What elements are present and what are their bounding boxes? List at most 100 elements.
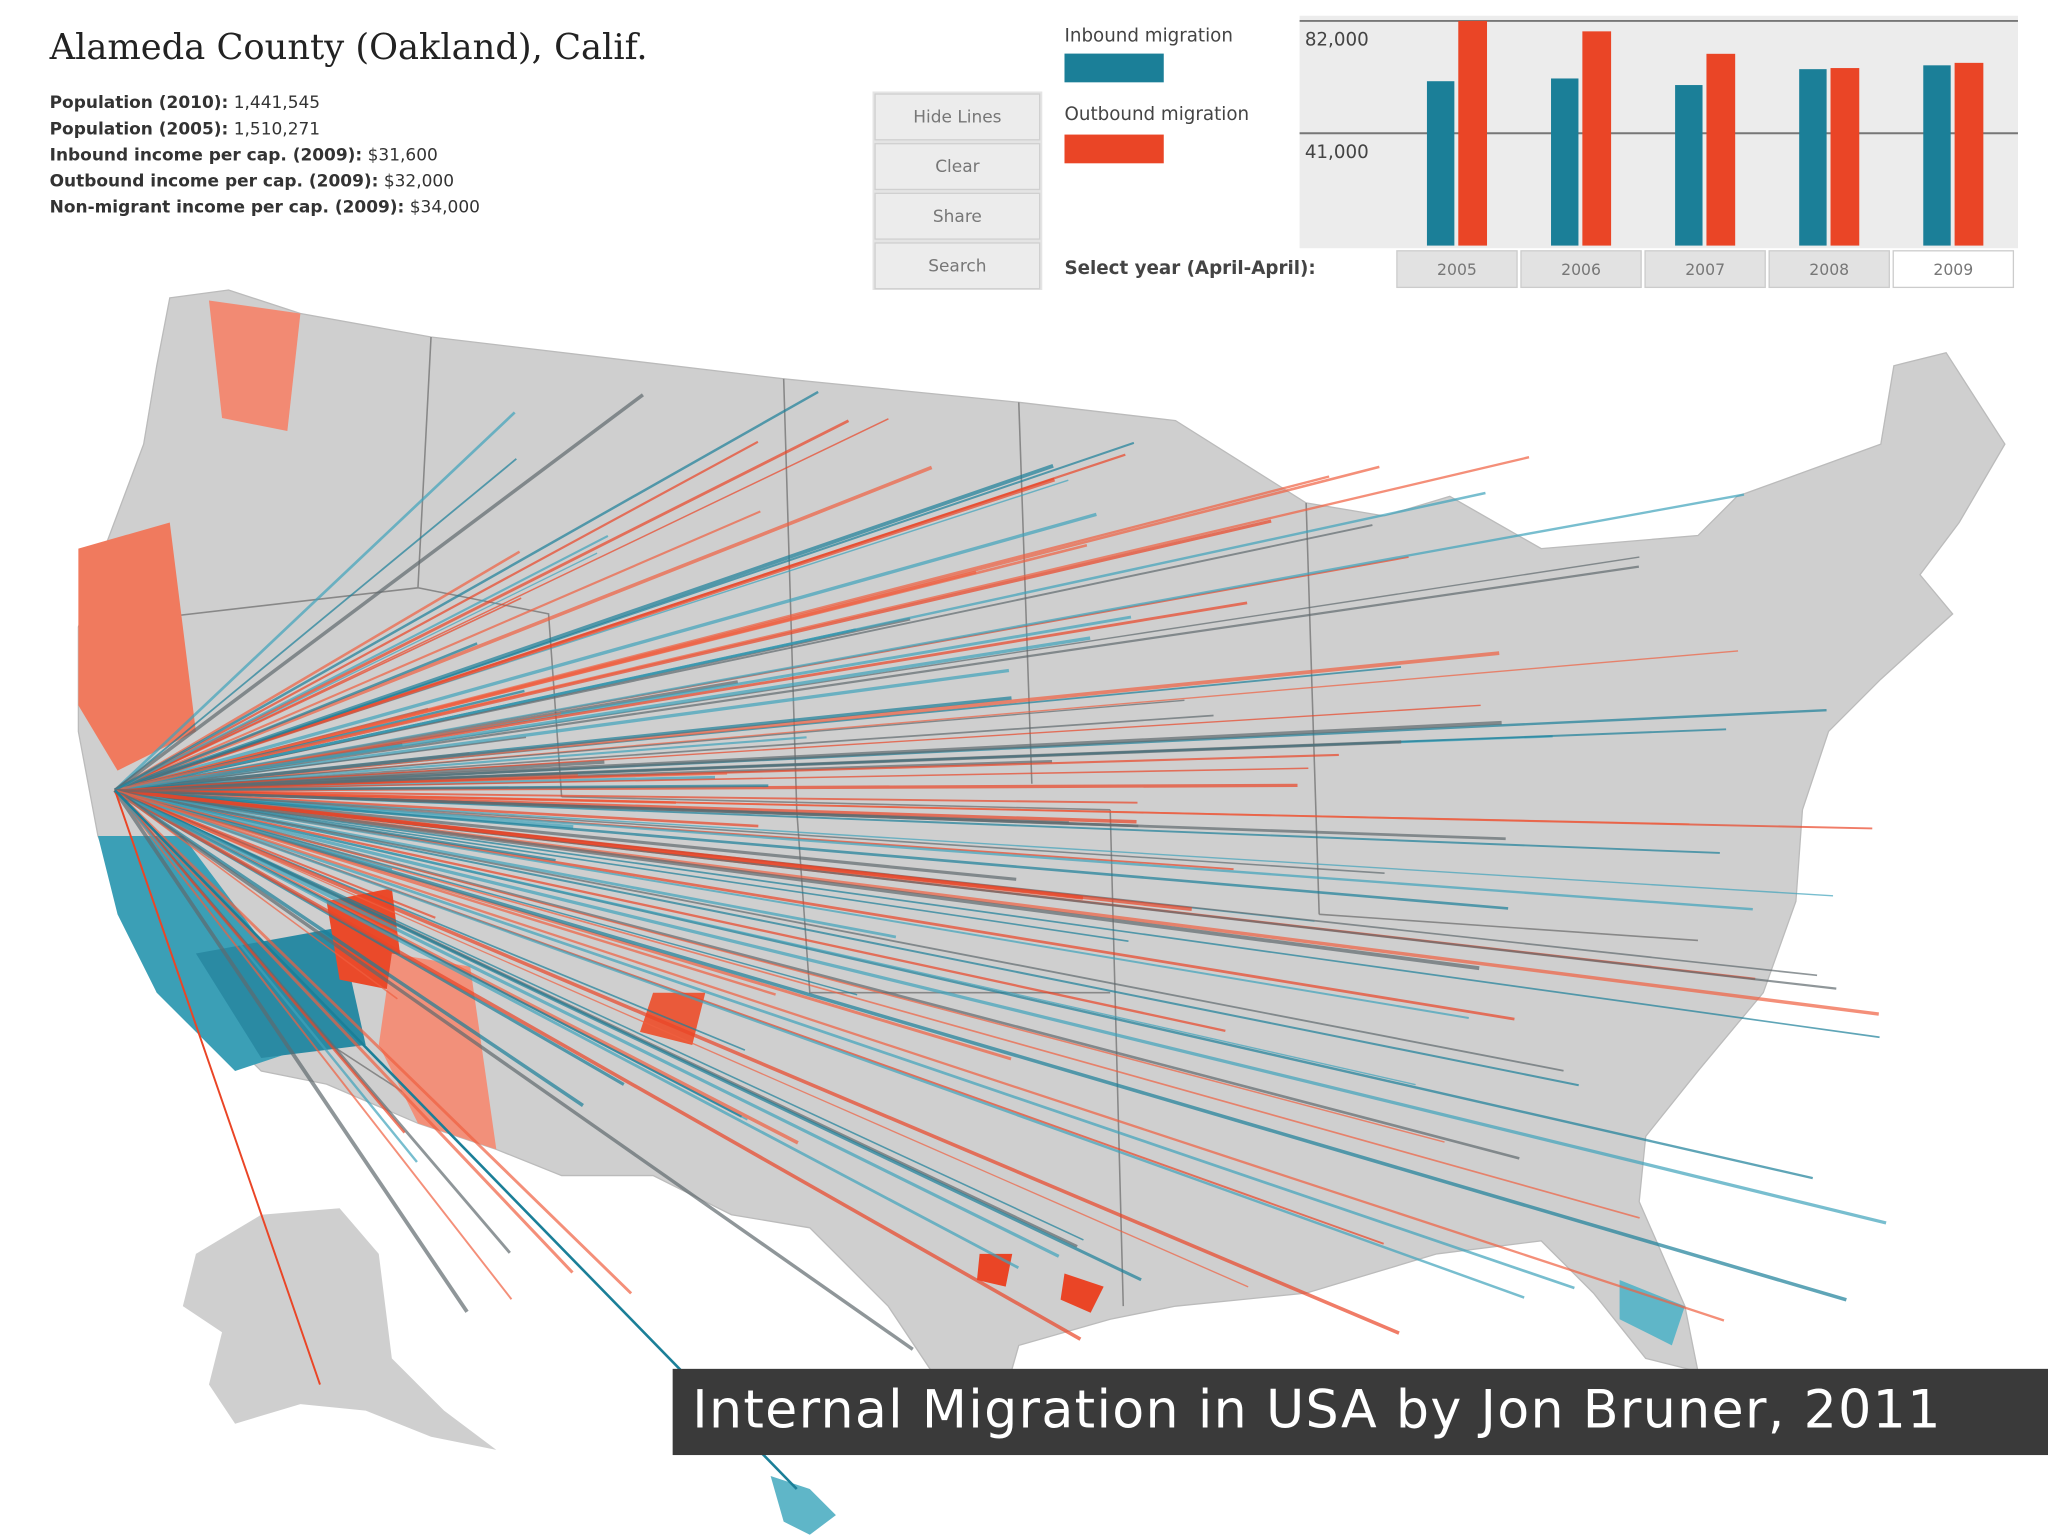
year-selector[interactable]: 2005: [1396, 250, 1518, 289]
route: [114, 736, 807, 792]
route: [114, 642, 478, 792]
x-tick-label[interactable]: 2009: [1933, 260, 1973, 279]
stat-label: Non-migrant income per cap. (2009):: [50, 198, 405, 218]
stat-value: 1,510,271: [234, 119, 320, 139]
route: [114, 788, 1509, 910]
year-box[interactable]: [1520, 250, 1642, 289]
x-tick-label[interactable]: 2005: [1437, 260, 1477, 279]
button-label[interactable]: Clear: [935, 157, 979, 177]
bar-chart: 41,000 82,000 Inbound migration Outbound mi…: [1064, 15, 2018, 289]
route: [114, 788, 1060, 1258]
route: [114, 668, 1010, 792]
route: [114, 789, 321, 1385]
button-bg[interactable]: [874, 143, 1041, 191]
route: [114, 696, 1012, 792]
route: [114, 789, 1385, 874]
route: [114, 736, 527, 791]
x-tick-label[interactable]: 2006: [1561, 260, 1601, 279]
year-box[interactable]: [1396, 250, 1518, 289]
header: Alameda County (Oakland), Calif. Populat…: [49, 27, 1043, 290]
route: [114, 789, 1579, 1087]
bar: [1675, 85, 1703, 246]
stat-value: $34,000: [410, 198, 480, 218]
button[interactable]: Hide Lines: [874, 93, 1041, 141]
route: [114, 493, 1745, 792]
route: [114, 789, 1880, 1039]
button-label[interactable]: Share: [933, 207, 982, 227]
legend-swatch: [1064, 134, 1164, 164]
route: [114, 789, 1469, 1020]
stat-value: $31,600: [368, 145, 438, 165]
route: [114, 453, 1126, 792]
bar: [1954, 62, 1984, 246]
route: [114, 789, 1525, 1299]
legend-label: Inbound migration: [1064, 26, 1232, 47]
route: [113, 393, 644, 792]
route: [114, 704, 1481, 791]
button[interactable]: Search: [874, 242, 1041, 290]
year-selector[interactable]: 2006: [1520, 250, 1642, 289]
year-selector[interactable]: 2008: [1768, 250, 1890, 289]
route: [114, 788, 1887, 1225]
x-tick-label[interactable]: 2008: [1809, 260, 1849, 279]
route: [113, 789, 418, 1163]
alaska: [182, 1208, 497, 1450]
caption: Internal Migration in USA by Jon Bruner,…: [692, 1380, 1942, 1440]
route: [114, 390, 819, 792]
route: [114, 491, 1486, 792]
route: [114, 788, 1400, 1335]
year-selector[interactable]: 2009: [1892, 250, 2015, 289]
button[interactable]: Clear: [874, 143, 1041, 191]
route: [114, 788, 1084, 900]
route: [114, 789, 858, 996]
legend-label: Outbound migration: [1064, 104, 1249, 125]
stat: Population (2010): 1,441,545: [50, 93, 320, 113]
route: [114, 789, 1020, 1269]
route: [114, 714, 1214, 792]
x-axis-label: Select year (April-April):: [1064, 258, 1315, 279]
stat: Outbound income per cap. (2009): $32,000: [50, 172, 454, 192]
button-bg[interactable]: [874, 93, 1041, 141]
x-tick-label[interactable]: 2007: [1685, 260, 1725, 279]
route: [114, 720, 1502, 793]
plot-bg: [1299, 15, 2018, 249]
button[interactable]: Share: [874, 192, 1041, 240]
route: [114, 789, 1416, 1086]
y-tick-label: 41,000: [1305, 142, 1369, 163]
bar: [1923, 65, 1951, 246]
year-box[interactable]: [1644, 250, 1766, 289]
route: [114, 789, 1834, 897]
year-selector[interactable]: 2007: [1644, 250, 1766, 289]
bar: [1426, 81, 1455, 246]
route: [114, 419, 850, 792]
stat-label: Inbound income per cap. (2009):: [50, 145, 363, 165]
stat-label: Outbound income per cap. (2009):: [50, 172, 379, 192]
button-bg[interactable]: [874, 242, 1041, 290]
route: [113, 788, 584, 1107]
button-label[interactable]: Search: [928, 256, 986, 276]
route: [114, 789, 1084, 1241]
bar: [1830, 68, 1860, 246]
route: [114, 788, 1575, 1290]
year-box[interactable]: [1892, 250, 2015, 289]
route: [114, 789, 1249, 1288]
route: [114, 789, 1725, 1322]
route: [114, 411, 516, 792]
migration-lines: [113, 390, 1887, 1490]
route: [114, 512, 1097, 792]
route: [114, 740, 1402, 792]
route: [114, 458, 517, 791]
stat-label: Population (2010):: [50, 93, 229, 113]
button-bg[interactable]: [874, 192, 1041, 240]
route: [114, 597, 522, 791]
route: [114, 456, 1530, 792]
route: [114, 565, 1640, 792]
year-box[interactable]: [1768, 250, 1890, 289]
route: [113, 789, 469, 1313]
route: [114, 789, 1753, 911]
route: [114, 789, 1129, 943]
route: [114, 788, 1139, 828]
button-label[interactable]: Hide Lines: [913, 108, 1001, 128]
